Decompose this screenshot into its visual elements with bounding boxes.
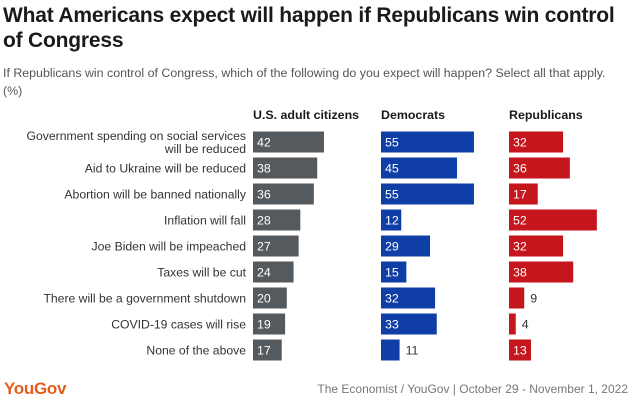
value-label-democrats: 33 [385,318,399,332]
bar-democrats [381,261,407,283]
value-label-republicans: 38 [513,266,527,280]
bar-republicans [509,261,574,283]
value-label-republicans: 52 [513,214,527,228]
category-label: Government spending on social services [27,129,247,143]
value-label-us_adults: 24 [257,266,271,280]
value-label-republicans: 36 [513,162,527,176]
bar-democrats [381,313,437,335]
value-label-democrats: 11 [406,344,419,358]
bar-us_adults [253,157,318,179]
bar-democrats [381,235,431,257]
bar-us_adults [253,339,282,361]
bar-democrats [381,131,474,153]
value-label-democrats: 15 [385,266,399,280]
bar-democrats [381,209,402,231]
value-label-democrats: 55 [385,188,399,202]
bar-republicans [509,235,564,257]
bar-republicans [509,209,597,231]
value-label-republicans: 4 [522,318,529,332]
category-label: Abortion will be banned nationally [64,188,246,202]
value-label-democrats: 29 [385,240,399,254]
category-label: There will be a government shutdown [43,292,246,306]
chart-title: What Americans expect will happen if Rep… [3,4,615,52]
bar-democrats [381,287,436,309]
value-label-us_adults: 20 [257,292,271,306]
category-label: Joe Biden will be impeached [92,240,246,254]
bar-democrats [381,183,474,205]
chart-subtitle: If Republicans win control of Congress, … [3,66,606,98]
value-label-us_adults: 17 [257,344,271,358]
series-header-democrats: Democrats [381,108,445,122]
bar-us_adults [253,313,286,335]
value-label-democrats: 55 [385,136,399,150]
category-label: will be reduced [164,142,246,156]
value-label-democrats: 45 [385,162,399,176]
bar-democrats [381,339,400,361]
bar-republicans [509,157,570,179]
series-header-us_adults: U.S. adult citizens [253,108,359,122]
bar-us_adults [253,261,294,283]
value-label-us_adults: 36 [257,188,271,202]
value-label-republicans: 17 [513,188,527,202]
category-label: Aid to Ukraine will be reduced [85,162,246,176]
value-label-us_adults: 28 [257,214,271,228]
bar-us_adults [253,287,287,309]
value-label-democrats: 12 [385,214,399,228]
category-label: Inflation will fall [164,214,246,228]
category-label: None of the above [146,344,246,358]
bar-republicans [509,313,516,335]
bar-republicans [509,339,531,361]
bar-us_adults [253,209,301,231]
category-label: COVID-19 cases will rise [111,318,246,332]
value-label-us_adults: 27 [257,240,271,254]
value-label-republicans: 32 [513,136,527,150]
category-label: Taxes will be cut [157,266,246,280]
bar-us_adults [253,183,314,205]
source-note: The Economist / YouGov | October 29 - No… [317,382,628,396]
yougov-logo: YouGov [4,379,67,398]
bar-republicans [509,183,538,205]
bar-republicans [509,287,525,309]
value-label-us_adults: 42 [257,136,271,150]
bar-republicans [509,131,564,153]
value-label-republicans: 13 [513,344,527,358]
bar-us_adults [253,235,299,257]
value-label-republicans: 32 [513,240,527,254]
value-label-republicans: 9 [530,292,537,306]
series-header-republicans: Republicans [509,108,583,122]
bar-us_adults [253,131,324,153]
value-label-us_adults: 38 [257,162,271,176]
value-label-us_adults: 19 [257,318,271,332]
bar-democrats [381,157,458,179]
value-label-democrats: 32 [385,292,399,306]
